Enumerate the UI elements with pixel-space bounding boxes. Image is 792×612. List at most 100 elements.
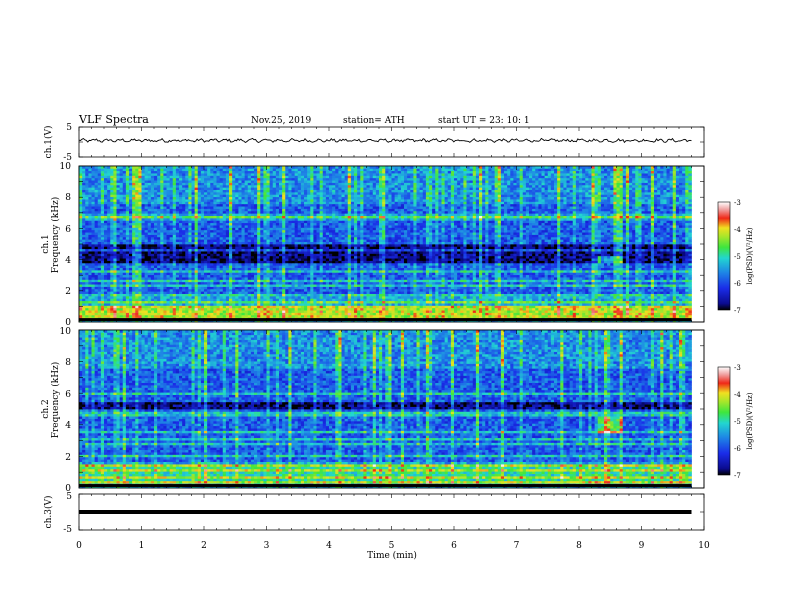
- spectrogram-cell: [185, 308, 188, 311]
- spectrogram-cell: [332, 315, 335, 318]
- spectrogram-cell: [426, 315, 429, 318]
- spectrogram-cell: [142, 315, 145, 318]
- spectrogram-cell: [179, 305, 182, 308]
- spectrogram-cell: [154, 308, 157, 311]
- spectrogram-cell: [285, 310, 288, 313]
- spectrogram-cell: [98, 313, 101, 316]
- spectrogram-cell: [595, 315, 598, 318]
- spectrogram-cell: [679, 310, 682, 313]
- spectrogram-cell: [257, 303, 260, 306]
- spectrogram-cell: [398, 308, 401, 311]
- spectrogram-cell: [373, 315, 376, 318]
- spectrogram-cell: [179, 310, 182, 313]
- spectrogram-cell: [498, 310, 501, 313]
- spectrogram-cell: [107, 308, 110, 311]
- spectrogram-cell: [210, 313, 213, 316]
- spectrogram-cell: [385, 310, 388, 313]
- spectrogram-cell: [670, 313, 673, 316]
- spectrogram-cell: [576, 310, 579, 313]
- spectrogram-cell: [198, 303, 201, 306]
- spectrogram-cell: [410, 313, 413, 316]
- spectrogram-cell: [460, 315, 463, 318]
- spectrogram-cell: [154, 315, 157, 318]
- spectrogram-cell: [338, 305, 341, 308]
- spectrogram-cell: [273, 308, 276, 311]
- spectrogram-cell: [104, 313, 107, 316]
- spectrogram-cell: [95, 313, 98, 316]
- spectrogram-cell: [95, 310, 98, 313]
- spectrogram-cell: [85, 305, 88, 308]
- spectrogram-cell: [148, 303, 151, 306]
- spectrogram-cell: [210, 303, 213, 306]
- spectrogram-cell: [482, 315, 485, 318]
- spectrogram-cell: [629, 315, 632, 318]
- spectrogram-cell: [182, 310, 185, 313]
- spectrogram-cell: [510, 313, 513, 316]
- spectrogram-cell: [332, 308, 335, 311]
- spectrogram-cell: [595, 310, 598, 313]
- spectrogram-cell: [95, 305, 98, 308]
- spectrogram-cell: [467, 313, 470, 316]
- spectrogram-cell: [613, 305, 616, 308]
- spectrogram-cell: [151, 313, 154, 316]
- spectrogram-cell: [488, 308, 491, 311]
- spectrogram-cell: [613, 313, 616, 316]
- spectrogram-cell: [488, 313, 491, 316]
- spectrogram-cell: [457, 315, 460, 318]
- spectrogram-cell: [473, 308, 476, 311]
- spectrogram-cell: [598, 308, 601, 311]
- spectrogram-cell: [198, 305, 201, 308]
- spectrogram-cell: [648, 315, 651, 318]
- spectrogram-cell: [535, 315, 538, 318]
- spectrogram-cell: [542, 308, 545, 311]
- spectrogram-cell: [223, 305, 226, 308]
- spectrogram-cell: [445, 315, 448, 318]
- spectrogram-cell: [635, 310, 638, 313]
- spectrogram-cell: [623, 308, 626, 311]
- spectrogram-cell: [126, 305, 129, 308]
- spectrogram-cell: [267, 313, 270, 316]
- spectrogram-cell: [335, 308, 338, 311]
- spectrogram-cell: [235, 313, 238, 316]
- spectrogram-cell: [117, 308, 120, 311]
- spectrogram-cell: [473, 313, 476, 316]
- spectrogram-cell: [88, 303, 91, 306]
- spectrogram-cell: [567, 308, 570, 311]
- spectrogram-cell: [526, 305, 529, 308]
- spectrogram-cell: [682, 313, 685, 316]
- spectrogram-cell: [357, 308, 360, 311]
- spectrogram-cell: [632, 308, 635, 311]
- spectrogram-cell: [507, 313, 510, 316]
- spectrogram-cell: [123, 308, 126, 311]
- spectrogram-cell: [129, 315, 132, 318]
- spectrogram-cell: [492, 308, 495, 311]
- spectrogram-cell: [373, 313, 376, 316]
- spectrogram-cell: [501, 313, 504, 316]
- spectrogram-cell: [485, 310, 488, 313]
- spectrogram-cell: [292, 303, 295, 306]
- spectrogram-cell: [135, 308, 138, 311]
- spectrogram-cell: [245, 315, 248, 318]
- spectrogram-cell: [129, 308, 132, 311]
- spectrogram-cell: [276, 303, 279, 306]
- spectrogram-cell: [317, 313, 320, 316]
- spectrogram-cell: [123, 315, 126, 318]
- spectrogram-cell: [448, 310, 451, 313]
- spectrogram-cell: [217, 313, 220, 316]
- spectrogram-cell: [485, 315, 488, 318]
- spectrogram-cell: [457, 310, 460, 313]
- spectrogram-cell: [348, 313, 351, 316]
- station-label: station= ATH: [343, 116, 405, 126]
- spectrogram-cell: [467, 308, 470, 311]
- spectrogram-cell: [217, 303, 220, 306]
- spectrogram-cell: [188, 303, 191, 306]
- spectrogram-cell: [179, 315, 182, 318]
- spectrogram-cell: [588, 308, 591, 311]
- spectrogram-cell: [613, 308, 616, 311]
- spectrogram-cell: [592, 313, 595, 316]
- spectrogram-cell: [282, 305, 285, 308]
- spectrogram-cell: [82, 305, 85, 308]
- spectrogram-cell: [395, 303, 398, 306]
- spectrogram-cell: [323, 303, 326, 306]
- spectrogram-cell: [213, 315, 216, 318]
